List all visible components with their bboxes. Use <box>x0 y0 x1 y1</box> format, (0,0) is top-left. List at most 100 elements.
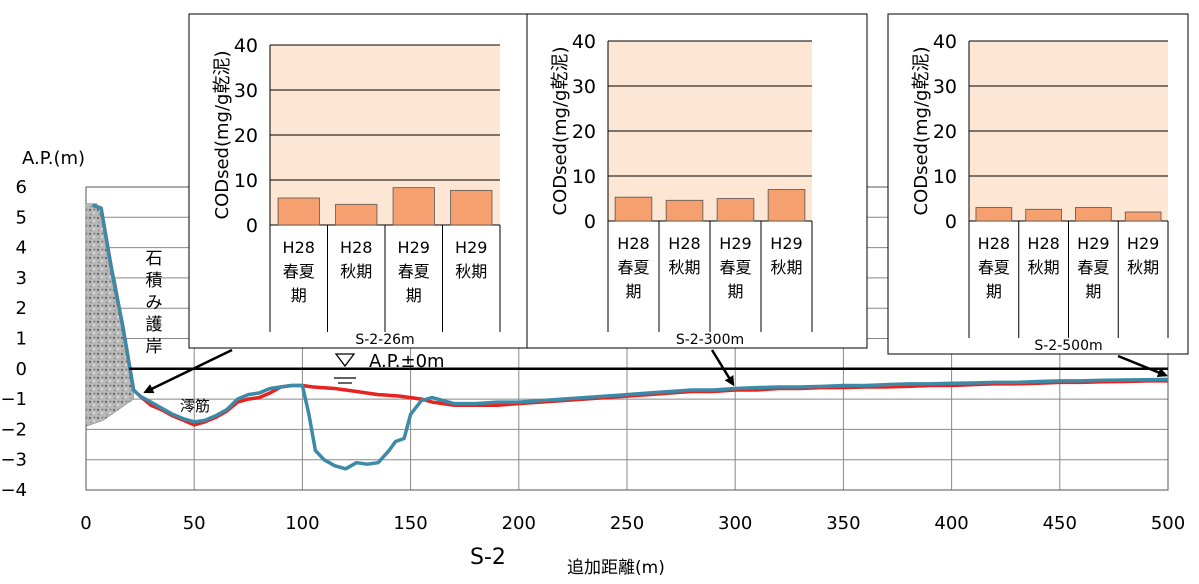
inset-y-tick-1: 10 <box>933 166 957 188</box>
x-tick-3: 150 <box>393 513 427 534</box>
pointer-arrow-1 <box>710 349 735 387</box>
cat-label-1-0: H28 <box>668 234 700 253</box>
cat-label-0-2: 期 <box>625 282 641 301</box>
y-tick-8: −2 <box>0 419 27 440</box>
pointer-arrow-0 <box>143 348 233 394</box>
inset-chart-1: 0 10 20 30 40 H28 春夏期 H28 秋期 H29 春夏期 H29 秋期 S-2-300m C… <box>526 13 868 349</box>
inset-y-tick-2: 20 <box>933 121 957 143</box>
x-tick-10: 500 <box>1151 513 1185 534</box>
cat-label-0-1: 春夏 <box>978 258 1010 277</box>
cat-label-2-2: 期 <box>1085 282 1101 301</box>
x-tick-7: 350 <box>826 513 860 534</box>
cat-label-0-1: 春夏 <box>617 258 649 277</box>
water-level-label: A.P.±0m <box>369 351 445 372</box>
y-tick-1: 5 <box>16 207 27 228</box>
inset-y-tick-4: 40 <box>933 31 957 53</box>
pointer-arrows <box>143 348 1168 394</box>
inset-y-tick-0: 0 <box>584 211 596 233</box>
bar-1 <box>665 199 704 222</box>
inset-y-tick-1: 10 <box>572 166 596 188</box>
inset-y-tick-4: 40 <box>572 31 596 53</box>
water-level-triangle <box>334 353 356 368</box>
inset-chart-2: 0 10 20 30 40 H28 春夏期 H28 秋期 H29 春夏期 H29 秋期 S-2-500m C… <box>887 13 1189 355</box>
x-tick-6: 300 <box>718 513 752 534</box>
bar-0 <box>614 196 653 222</box>
cat-label-2-1: 春夏 <box>719 258 751 277</box>
cat-label-2-2: 期 <box>727 282 743 301</box>
bar-3 <box>767 189 806 222</box>
section-label: S-2 <box>470 545 506 570</box>
channel-label: 澪筋 <box>180 397 210 415</box>
cat-label-2-1: 春夏 <box>398 262 430 281</box>
x-tick-labels: 0 50 100 150 200 250 300 350 400 450 500 <box>80 513 1185 534</box>
bar-3 <box>450 189 493 226</box>
cat-label-2-0: H29 <box>1077 234 1109 253</box>
inset-y-tick-1: 10 <box>234 170 258 192</box>
y-tick-0: 6 <box>16 177 27 198</box>
station-label: S-2-500m <box>1034 338 1102 354</box>
station-label: S-2-26m <box>355 332 414 348</box>
y-tick-labels: 6 5 4 3 2 1 0 −1 −2 −3 −4 <box>0 177 27 501</box>
x-tick-5: 250 <box>610 513 644 534</box>
cat-label-0-0: H28 <box>283 238 315 257</box>
cat-label-1-0: H28 <box>340 238 372 257</box>
cat-label-3-0: H29 <box>1127 234 1159 253</box>
y-tick-6: 0 <box>16 359 27 380</box>
cat-label-3-1: 秋期 <box>455 262 487 281</box>
cat-label-2-2: 期 <box>406 286 422 305</box>
inset-bar-charts: 0 10 20 30 40 H28 春夏期 H28 秋期 H29 春夏期 H29 秋期 S-2-26m CO… <box>188 13 1189 355</box>
y-tick-10: −4 <box>0 480 27 501</box>
cat-label-3-1: 秋期 <box>1127 258 1159 277</box>
revetment-char-1: 積 <box>146 271 163 291</box>
inset-chart-0: 0 10 20 30 40 H28 春夏期 H28 秋期 H29 春夏期 H29 秋期 S-2-26m CO… <box>188 13 530 349</box>
cat-label-1-1: 秋期 <box>340 262 372 281</box>
x-tick-0: 0 <box>80 513 91 534</box>
cat-label-0-0: H28 <box>617 234 649 253</box>
x-tick-1: 50 <box>183 513 206 534</box>
bar-1 <box>335 203 378 226</box>
revetment-char-0: 石 <box>146 249 163 269</box>
inset-y-tick-2: 20 <box>234 125 258 147</box>
inset-y-tick-0: 0 <box>945 211 957 233</box>
cat-label-2-1: 春夏 <box>1077 258 1109 277</box>
cat-label-0-1: 春夏 <box>283 262 315 281</box>
x-tick-8: 400 <box>934 513 968 534</box>
inset-y-axis-label: CODsed(mg/g乾泥) <box>550 47 571 216</box>
inset-y-tick-4: 40 <box>234 35 258 57</box>
cat-label-1-1: 秋期 <box>668 258 700 277</box>
cat-label-2-0: H29 <box>398 238 430 257</box>
profile-line-1 <box>91 203 1169 471</box>
bar-2 <box>1075 207 1112 222</box>
water-level-marker <box>129 353 1168 384</box>
profile-series <box>91 203 1169 471</box>
cat-label-1-1: 秋期 <box>1028 258 1060 277</box>
cat-label-0-2: 期 <box>986 282 1002 301</box>
stone-revetment <box>85 203 134 427</box>
x-tick-2: 100 <box>285 513 319 534</box>
cat-label-2-0: H29 <box>719 234 751 253</box>
bar-0 <box>975 207 1013 222</box>
y-tick-2: 4 <box>16 238 27 259</box>
y-tick-5: 1 <box>16 329 27 350</box>
cat-label-0-2: 期 <box>291 286 307 305</box>
revetment-char-3: 護 <box>146 315 163 335</box>
revetment-shape <box>85 203 134 427</box>
cat-label-3-0: H29 <box>455 238 487 257</box>
bar-3 <box>1124 211 1162 222</box>
inset-y-tick-3: 30 <box>234 80 258 102</box>
y-tick-3: 3 <box>16 268 27 289</box>
cat-label-0-0: H28 <box>978 234 1010 253</box>
cat-label-1-0: H28 <box>1027 234 1059 253</box>
cat-label-3-0: H29 <box>770 234 802 253</box>
y-axis-label: A.P.(m) <box>22 148 85 169</box>
y-tick-4: 2 <box>16 298 27 319</box>
inset-y-axis-label: CODsed(mg/g乾泥) <box>212 51 233 220</box>
pointer-arrow-2 <box>1117 354 1168 378</box>
profile-line-0 <box>91 203 1168 427</box>
inset-y-axis-label: CODsed(mg/g乾泥) <box>911 47 932 216</box>
inset-y-tick-0: 0 <box>246 215 258 237</box>
revetment-char-2: み <box>146 293 163 313</box>
x-tick-9: 450 <box>1043 513 1077 534</box>
bar-2 <box>392 187 435 226</box>
